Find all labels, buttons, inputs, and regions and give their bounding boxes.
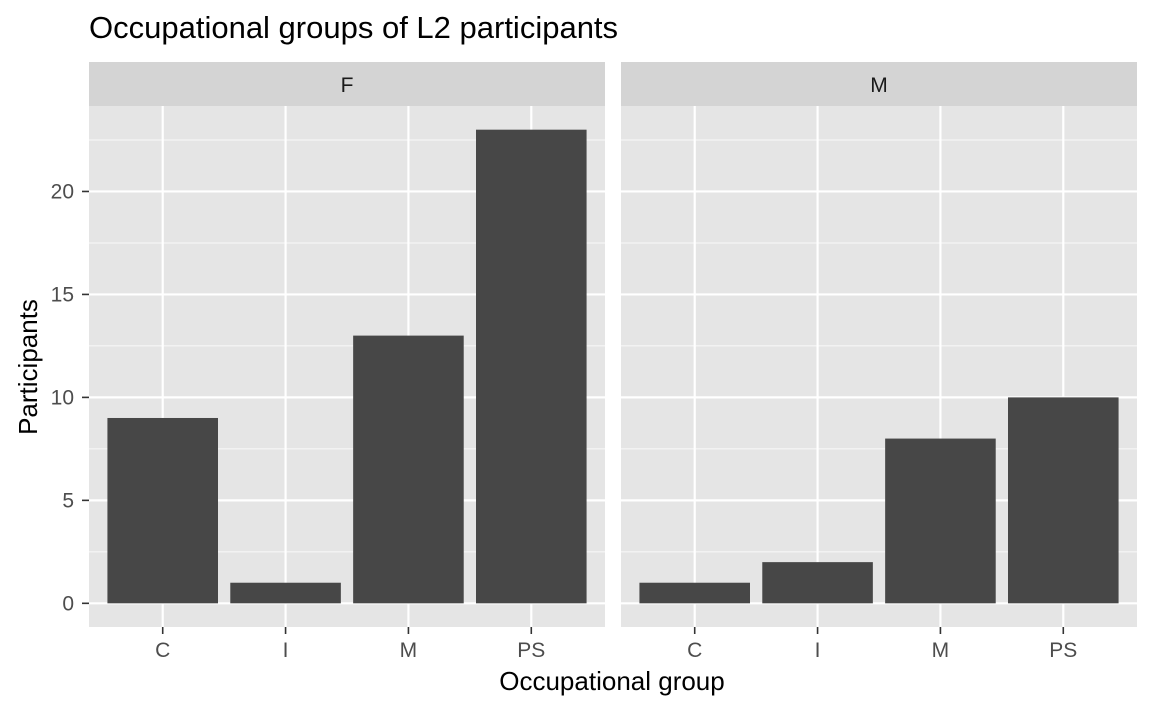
bar-m-c — [639, 582, 750, 604]
facet-strip-label: M — [870, 74, 888, 97]
x-tick-label: C — [687, 639, 702, 662]
x-tick-label: M — [400, 639, 418, 662]
facet-panel-f: F C I M PS — [89, 62, 605, 662]
x-tick-label: C — [155, 639, 170, 662]
x-tick-label: PS — [517, 639, 545, 662]
y-tick-label: 15 — [51, 283, 74, 306]
x-tick-label: I — [283, 639, 289, 662]
y-tick-label: 0 — [62, 592, 74, 615]
bar-f-m — [353, 335, 464, 604]
x-tick-label: I — [815, 639, 821, 662]
facet-strip — [621, 62, 1137, 106]
bar-m-i — [762, 562, 873, 604]
y-tick-label: 5 — [62, 489, 74, 512]
x-tick-label: PS — [1049, 639, 1077, 662]
facet-panel-m: M C I M PS — [621, 62, 1137, 662]
x-tick-label: M — [932, 639, 950, 662]
y-axis-title: Participants — [13, 299, 43, 435]
facet-strip-label: F — [341, 74, 354, 97]
bar-f-c — [107, 417, 218, 604]
chart-title: Occupational groups of L2 participants — [89, 10, 618, 45]
y-tick-label: 10 — [51, 386, 74, 409]
bar-m-m — [885, 438, 996, 604]
bar-f-ps — [476, 129, 587, 604]
bar-m-ps — [1008, 397, 1119, 604]
y-tick-label: 20 — [51, 180, 74, 203]
facet-panels: F C I M PS M C I M PS — [89, 62, 1137, 662]
x-axis-title: Occupational group — [499, 666, 724, 696]
facet-strip — [89, 62, 605, 106]
bar-f-i — [230, 582, 341, 604]
